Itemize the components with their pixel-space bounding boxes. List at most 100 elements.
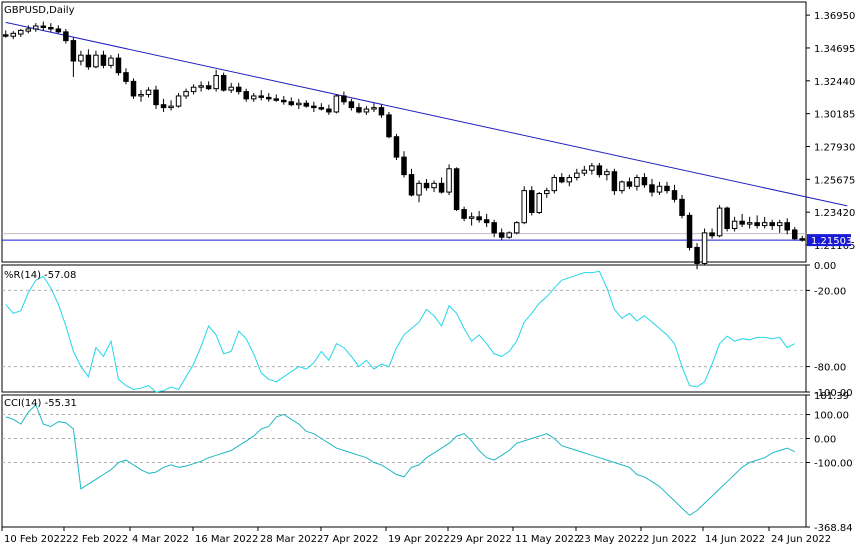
candle-body-bear — [679, 198, 685, 216]
candle — [93, 50, 99, 69]
candle-body-bull — [145, 89, 152, 95]
candle-body-bull — [10, 32, 17, 37]
candle-body-bull — [589, 165, 595, 171]
candle — [416, 180, 422, 203]
candle — [63, 28, 69, 44]
cci-tick-label: 100.00 — [814, 411, 849, 422]
candle — [393, 133, 400, 161]
candle-body-bull — [168, 105, 174, 109]
price-pane-border — [1, 1, 807, 263]
cci-tick-label: 181.39 — [814, 391, 849, 402]
candle-body-bear — [55, 28, 62, 33]
candle-body-bear — [303, 102, 310, 107]
candle — [799, 235, 805, 242]
candle-body-bear — [281, 99, 287, 103]
candle-body-bear — [528, 190, 535, 213]
candle — [626, 177, 633, 190]
x-tick-label: 29 Apr 2022 — [450, 534, 512, 545]
candle — [611, 168, 618, 195]
candle-body-bull — [536, 193, 543, 213]
candle — [716, 205, 723, 238]
candle — [423, 178, 430, 191]
candle — [108, 55, 114, 69]
candle-body-bull — [190, 86, 197, 93]
candle-body-bull — [581, 169, 588, 174]
candle-body-bear — [85, 54, 92, 68]
candle — [10, 31, 17, 40]
candle-body-bear — [791, 229, 798, 240]
candle — [604, 168, 610, 181]
candle — [18, 28, 24, 37]
candle-body-bull — [521, 190, 527, 224]
candle-body-bull — [604, 171, 610, 176]
cci-pane-border — [1, 394, 807, 528]
candle-body-bear — [63, 31, 69, 42]
candle-body-bull — [78, 54, 84, 62]
candle-body-bull — [33, 25, 39, 30]
candle-body-bear — [235, 86, 242, 93]
trendline — [5, 21, 848, 207]
candle-body-bear — [423, 182, 430, 189]
candle — [281, 95, 287, 105]
candle-body-bear — [123, 72, 129, 82]
candle-body-bull — [574, 172, 580, 179]
candle-body-bear — [754, 222, 760, 227]
candle — [205, 81, 212, 91]
cci-axis: 181.39 100.00 0.00 -100.00 -368.84 — [806, 391, 853, 534]
candle — [476, 211, 482, 223]
candle — [581, 165, 588, 177]
candle-body-bear — [799, 238, 805, 241]
cci-levels — [2, 404, 806, 516]
candle-body-bear — [739, 220, 745, 225]
price-grid — [2, 233, 806, 241]
candle — [739, 213, 745, 228]
candle — [746, 216, 753, 229]
candle-body-bear — [476, 216, 482, 221]
candle — [634, 174, 640, 191]
candle — [468, 212, 475, 226]
x-tick-label: 11 May 2022 — [515, 534, 580, 545]
candle-body-bear — [243, 91, 249, 100]
price-tick-label: 1.23420 — [814, 208, 855, 219]
candle — [160, 98, 167, 112]
candle-body-bear — [724, 207, 730, 229]
x-tick-label: 4 Mar 2022 — [132, 534, 189, 545]
candle — [754, 215, 760, 229]
candle — [664, 181, 670, 194]
candle-body-bear — [115, 57, 122, 74]
candle — [303, 100, 310, 108]
candle — [48, 23, 54, 32]
price-tick-label: 1.36950 — [814, 11, 855, 22]
x-tick-label: 10 Feb 2022 — [4, 534, 66, 545]
candle-body-bear — [649, 184, 655, 193]
candle-body-bear — [258, 95, 264, 98]
candle-body-bear — [318, 107, 325, 110]
candle — [288, 97, 295, 107]
candle-body-bull — [93, 54, 99, 68]
x-tick-label: 28 Mar 2022 — [260, 534, 323, 545]
x-tick-label: 22 Feb 2022 — [66, 534, 128, 545]
candle-body-bull — [416, 182, 422, 196]
candle — [596, 162, 603, 178]
candle-body-bear — [3, 34, 9, 37]
candle-body-bear — [491, 222, 497, 234]
cci-tick-label: -368.84 — [814, 523, 853, 534]
current-price-label: 1.21503 — [811, 236, 852, 247]
candle — [326, 104, 332, 115]
candle — [694, 243, 700, 270]
williams-r-title: %R(14) -57.08 — [4, 270, 76, 281]
candle-body-bear — [348, 101, 355, 109]
candle — [318, 103, 325, 111]
candle-body-bull — [551, 177, 558, 192]
price-tick-label: 1.30185 — [814, 110, 855, 121]
candle — [363, 106, 370, 115]
candle-body-bull — [566, 177, 573, 183]
candle-body-bull — [363, 108, 370, 113]
candle — [491, 219, 497, 238]
candle-body-bull — [761, 222, 768, 227]
candle-body-bear — [356, 107, 362, 113]
candle — [724, 206, 730, 232]
candle-body-bear — [671, 190, 678, 200]
candle — [115, 53, 122, 76]
